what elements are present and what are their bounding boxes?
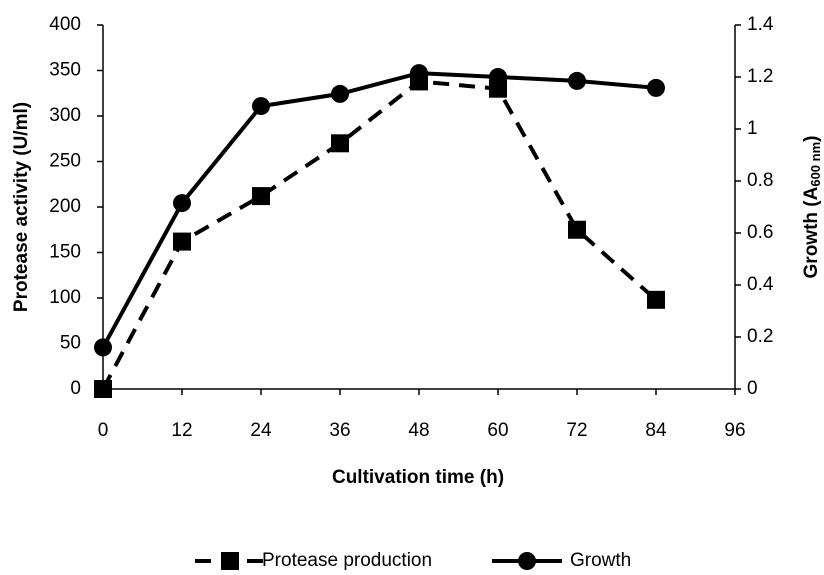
series-line — [101, 79, 658, 390]
y2-title-part: ) — [801, 136, 822, 142]
data-point — [568, 220, 586, 239]
legend-marker — [518, 552, 536, 570]
data-point — [568, 71, 586, 90]
y-tick-label: 400 — [49, 14, 81, 35]
x-tick-label: 60 — [487, 420, 508, 441]
y2-tick-label: 0.8 — [747, 170, 773, 191]
data-point — [173, 232, 191, 251]
y2-title-part: Growth (A — [801, 186, 822, 278]
x-tick-label: 24 — [250, 420, 272, 441]
data-point — [410, 64, 428, 83]
y-tick-label: 0 — [70, 378, 81, 399]
x-tick-label: 12 — [171, 420, 192, 441]
y2-tick-label: 0.6 — [747, 222, 773, 243]
y2-tick-label: 1.2 — [747, 66, 773, 87]
data-point — [252, 97, 270, 116]
y-tick-label: 350 — [49, 60, 81, 81]
y-tick-label: 300 — [49, 105, 81, 126]
data-point — [489, 68, 507, 86]
x-tick-label: 48 — [408, 420, 429, 441]
data-point — [94, 380, 112, 398]
y-tick-label: 200 — [49, 196, 81, 217]
y2-tick-label: 0.2 — [747, 326, 773, 347]
x-tick-label: 84 — [645, 420, 667, 441]
x-tick-label: 36 — [329, 420, 350, 441]
y-tick-label: 150 — [49, 242, 81, 263]
y2-tick-label: 0.4 — [747, 274, 774, 295]
x-tick-label: 72 — [566, 420, 587, 441]
y-tick-label: 100 — [49, 287, 81, 308]
x-tick-label: 0 — [98, 420, 109, 441]
x-tick-label: 96 — [724, 420, 745, 441]
legend-label: Growth — [570, 550, 631, 571]
y-axis-title: Protease activity (U/ml) — [11, 102, 32, 312]
y2-tick-label: 1 — [747, 118, 758, 139]
y2-tick-label: 0 — [747, 378, 758, 399]
y-tick-label: 250 — [49, 151, 81, 172]
legend-label: Protease production — [262, 550, 432, 571]
y2-title-sub: 600 nm — [808, 142, 823, 187]
y2-axis-title: Growth (A600 nm) — [801, 136, 823, 279]
series-line — [101, 71, 657, 349]
x-axis-title: Cultivation time (h) — [332, 467, 504, 488]
legend-marker — [221, 552, 239, 570]
y-tick-label: 50 — [60, 333, 81, 354]
data-point — [252, 187, 270, 206]
data-point — [331, 84, 349, 103]
y2-tick-label: 1.4 — [747, 14, 774, 35]
data-point — [331, 134, 349, 153]
data-point — [94, 338, 112, 357]
data-point — [647, 290, 665, 309]
data-point — [173, 194, 191, 213]
data-point — [647, 78, 665, 97]
